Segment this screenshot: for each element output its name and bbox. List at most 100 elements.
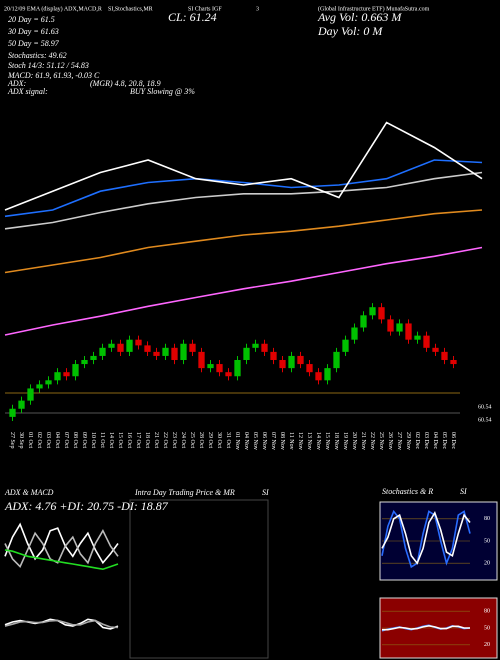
header-menu: SI,Stochastics,MR (108, 6, 153, 12)
candle-body (135, 339, 142, 346)
series-line (4, 121, 483, 211)
x-tick-label: 18 Nov (333, 432, 339, 450)
intraday-title: Intra Day Trading Price & MR (134, 488, 235, 497)
candle-body (225, 372, 232, 377)
x-tick-label: 05 Dec (441, 432, 447, 449)
panel-subtitle: ADX: 4.76 +DI: 20.75 -DI: 18.87 (4, 499, 169, 513)
x-tick-label: 01 Nov (234, 432, 240, 450)
candle-body (414, 335, 421, 340)
x-tick-label: 28 Oct (198, 432, 204, 448)
x-tick-label: 13 Nov (306, 432, 312, 450)
x-tick-label: 15 Nov (324, 432, 330, 450)
x-tick-label: 22 Nov (369, 432, 375, 450)
price-label: 60.54 (478, 417, 492, 423)
series-line (381, 509, 471, 569)
candle-body (297, 355, 304, 365)
x-tick-label: 23 Oct (171, 432, 177, 448)
candle-body (189, 343, 196, 352)
candle-body (63, 372, 70, 377)
candle-body (342, 339, 349, 352)
x-tick-label: 04 Dec (432, 432, 438, 449)
x-tick-label: 08 Oct (72, 432, 78, 448)
candle-body (306, 364, 313, 373)
candle-body (90, 355, 97, 360)
candle-body (45, 380, 52, 385)
series-line (381, 511, 471, 565)
candle-body (423, 335, 430, 348)
y-tick-label: 50 (484, 538, 490, 544)
x-tick-label: 29 Oct (207, 432, 213, 448)
candle-body (315, 372, 322, 381)
candle-body (9, 408, 16, 417)
candle-body (243, 347, 250, 360)
x-tick-label: 30 Oct (216, 432, 222, 448)
y-tick-label: 20 (484, 561, 490, 567)
series-line (4, 529, 119, 568)
series-line (4, 159, 483, 218)
x-tick-label: 12 Nov (297, 432, 303, 450)
series-line (4, 171, 483, 230)
x-tick-label: 22 Oct (162, 432, 168, 448)
adx-signal-label: ADX signal: (7, 87, 48, 96)
candle-body (270, 351, 277, 360)
candle-body (117, 343, 124, 352)
x-tick-label: 02 Dec (414, 432, 420, 449)
x-tick-label: 29 Nov (405, 432, 411, 450)
x-tick-label: 18 Oct (144, 432, 150, 448)
candle-body (153, 351, 160, 356)
candle-body (378, 307, 385, 320)
series-line (382, 624, 470, 631)
candle-body (252, 343, 259, 348)
x-tick-label: 11 Oct (99, 432, 105, 448)
candle-body (432, 347, 439, 352)
panel-title-suffix: SI (460, 487, 467, 496)
candle-body (369, 307, 376, 316)
candle-body (171, 347, 178, 360)
candle-body (279, 360, 286, 369)
candle-body (99, 347, 106, 356)
x-tick-label: 03 Oct (45, 432, 51, 448)
candle-body (81, 360, 88, 365)
x-tick-label: 06 Nov (261, 432, 267, 450)
x-tick-label: 30 Sep (18, 432, 24, 449)
x-tick-label: 04 Oct (54, 432, 60, 448)
legend-entry: 30 Day = 61.63 (7, 27, 59, 36)
legend-entry: 20 Day = 61.5 (8, 15, 55, 24)
x-tick-label: 27 Nov (396, 432, 402, 450)
candle-body (450, 360, 457, 365)
adx-signal: BUY Slowing @ 3% (130, 87, 195, 96)
candle-body (216, 364, 223, 373)
x-tick-label: 14 Oct (108, 432, 114, 448)
avg-volume: Avg Vol: 0.663 M (317, 10, 402, 24)
x-tick-label: 21 Nov (360, 432, 366, 450)
panel-title: Stochastics & R (382, 487, 433, 496)
legend-entry: Stochastics: 49.62 (8, 51, 67, 60)
y-tick-label: 80 (484, 609, 490, 615)
candle-body (180, 343, 187, 360)
x-tick-label: 14 Nov (315, 432, 321, 450)
candle-body (162, 347, 169, 356)
candle-body (54, 372, 61, 381)
candle-body (387, 319, 394, 332)
close-price: CL: 61.24 (168, 10, 217, 24)
legend-entry: Stoch 14/3: 51.12 / 54.83 (8, 61, 89, 70)
x-tick-label: 26 Nov (387, 432, 393, 450)
x-tick-label: 06 Dec (450, 432, 456, 449)
y-tick-label: 20 (484, 642, 490, 648)
legend-entry: 50 Day = 58.97 (8, 39, 60, 48)
candle-body (396, 323, 403, 332)
x-tick-label: 27 Sep (9, 432, 15, 449)
candle-body (288, 355, 295, 369)
candle-body (72, 364, 79, 377)
x-tick-label: 02 Oct (36, 432, 42, 448)
day-volume: Day Vol: 0 M (317, 24, 383, 38)
x-tick-label: 16 Oct (126, 432, 132, 448)
x-tick-label: 24 Oct (180, 432, 186, 448)
candle-body (234, 360, 241, 377)
candle-body (360, 315, 367, 328)
price-label: 60.54 (478, 404, 492, 410)
header-company: (Global Infrastructure ETF) MunafaSutra.… (318, 5, 430, 12)
x-tick-label: 01 Oct (27, 432, 33, 448)
intraday-panel (129, 499, 269, 659)
